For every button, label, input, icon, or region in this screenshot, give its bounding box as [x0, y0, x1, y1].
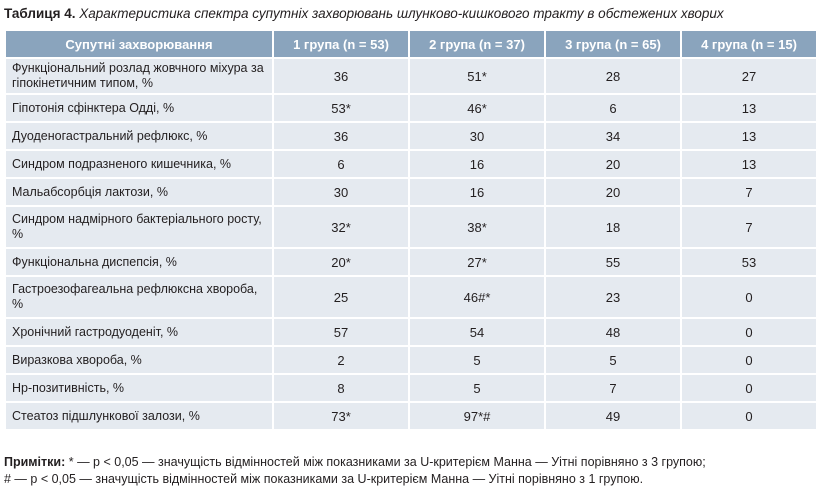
notes-line-1: Примітки: * — p < 0,05 — значущість відм… — [4, 454, 816, 471]
table-row: Функціональна диспепсія, % 20* 27* 55 53 — [6, 249, 816, 275]
cell-group-3: 5 — [546, 347, 680, 373]
col-header-disease: Супутні захворювання — [6, 31, 272, 57]
disease-name: Hp-позитивність, % — [6, 375, 272, 401]
header-row: Супутні захворювання 1 група (n = 53) 2 … — [6, 31, 816, 57]
cell-group-4: 7 — [682, 207, 816, 247]
col-header-group-2: 2 група (n = 37) — [410, 31, 544, 57]
cell-group-3: 49 — [546, 403, 680, 429]
cell-group-4: 0 — [682, 319, 816, 345]
notes-label: Примітки: — [4, 455, 66, 469]
table-row: Дуоденогастральний рефлюкс, % 36 30 34 1… — [6, 123, 816, 149]
cell-group-2: 46* — [410, 95, 544, 121]
cell-group-1: 8 — [274, 375, 408, 401]
cell-group-3: 34 — [546, 123, 680, 149]
col-header-group-4: 4 група (n = 15) — [682, 31, 816, 57]
cell-group-2: 27* — [410, 249, 544, 275]
table-row: Мальабсорбція лактози, % 30 16 20 7 — [6, 179, 816, 205]
disease-name: Синдром подразненого кишечника, % — [6, 151, 272, 177]
table-row: Синдром надмірного бактеріального росту,… — [6, 207, 816, 247]
cell-group-4: 13 — [682, 151, 816, 177]
table-caption: Таблиця 4. Характеристика спектра супутн… — [4, 6, 724, 21]
cell-group-4: 0 — [682, 403, 816, 429]
col-header-group-1: 1 група (n = 53) — [274, 31, 408, 57]
disease-name: Функціональний розлад жовчного міхура за… — [6, 59, 272, 93]
cell-group-1: 30 — [274, 179, 408, 205]
disease-name: Виразкова хвороба, % — [6, 347, 272, 373]
cell-group-2: 51* — [410, 59, 544, 93]
cell-group-1: 20* — [274, 249, 408, 275]
caption-text: Характеристика спектра супутніх захворюв… — [79, 6, 724, 21]
cell-group-3: 28 — [546, 59, 680, 93]
disease-name: Мальабсорбція лактози, % — [6, 179, 272, 205]
col-header-group-3: 3 група (n = 65) — [546, 31, 680, 57]
cell-group-4: 27 — [682, 59, 816, 93]
cell-group-1: 73* — [274, 403, 408, 429]
cell-group-3: 23 — [546, 277, 680, 317]
cell-group-2: 16 — [410, 179, 544, 205]
table-row: Хронічний гастродуоденіт, % 57 54 48 0 — [6, 319, 816, 345]
cell-group-3: 18 — [546, 207, 680, 247]
disease-name: Функціональна диспепсія, % — [6, 249, 272, 275]
note-significance-group-1: # — p < 0,05 — значущість відмінностей м… — [4, 472, 644, 486]
cell-group-3: 48 — [546, 319, 680, 345]
cell-group-3: 20 — [546, 179, 680, 205]
table-row: Стеатоз підшлункової залози, % 73* 97*# … — [6, 403, 816, 429]
cell-group-2: 5 — [410, 375, 544, 401]
cell-group-4: 53 — [682, 249, 816, 275]
cell-group-3: 6 — [546, 95, 680, 121]
cell-group-2: 16 — [410, 151, 544, 177]
cell-group-1: 6 — [274, 151, 408, 177]
cell-group-4: 0 — [682, 347, 816, 373]
table-row: Виразкова хвороба, % 2 5 5 0 — [6, 347, 816, 373]
disease-name: Гастроезофагеальна рефлюксна хвороба, % — [6, 277, 272, 317]
cell-group-1: 57 — [274, 319, 408, 345]
cell-group-4: 13 — [682, 95, 816, 121]
comorbidity-table: Супутні захворювання 1 група (n = 53) 2 … — [4, 29, 818, 431]
cell-group-4: 13 — [682, 123, 816, 149]
cell-group-2: 97*# — [410, 403, 544, 429]
cell-group-3: 55 — [546, 249, 680, 275]
cell-group-2: 5 — [410, 347, 544, 373]
cell-group-4: 0 — [682, 277, 816, 317]
note-significance-group-3: * — p < 0,05 — значущість відмінностей м… — [68, 455, 706, 469]
cell-group-2: 54 — [410, 319, 544, 345]
disease-name: Стеатоз підшлункової залози, % — [6, 403, 272, 429]
table-notes: Примітки: * — p < 0,05 — значущість відм… — [4, 454, 816, 488]
cell-group-2: 46#* — [410, 277, 544, 317]
table-row: Синдром подразненого кишечника, % 6 16 2… — [6, 151, 816, 177]
cell-group-3: 7 — [546, 375, 680, 401]
table-row: Функціональний розлад жовчного міхура за… — [6, 59, 816, 93]
table-row: Hp-позитивність, % 8 5 7 0 — [6, 375, 816, 401]
table-row: Гіпотонія сфінктера Одді, % 53* 46* 6 13 — [6, 95, 816, 121]
table-row: Гастроезофагеальна рефлюксна хвороба, % … — [6, 277, 816, 317]
cell-group-2: 38* — [410, 207, 544, 247]
disease-name: Хронічний гастродуоденіт, % — [6, 319, 272, 345]
cell-group-4: 7 — [682, 179, 816, 205]
disease-name: Гіпотонія сфінктера Одді, % — [6, 95, 272, 121]
cell-group-1: 25 — [274, 277, 408, 317]
cell-group-3: 20 — [546, 151, 680, 177]
cell-group-1: 53* — [274, 95, 408, 121]
caption-label: Таблиця 4. — [4, 6, 76, 21]
cell-group-1: 32* — [274, 207, 408, 247]
disease-name: Дуоденогастральний рефлюкс, % — [6, 123, 272, 149]
cell-group-1: 36 — [274, 59, 408, 93]
cell-group-1: 2 — [274, 347, 408, 373]
cell-group-1: 36 — [274, 123, 408, 149]
cell-group-4: 0 — [682, 375, 816, 401]
disease-name: Синдром надмірного бактеріального росту,… — [6, 207, 272, 247]
cell-group-2: 30 — [410, 123, 544, 149]
